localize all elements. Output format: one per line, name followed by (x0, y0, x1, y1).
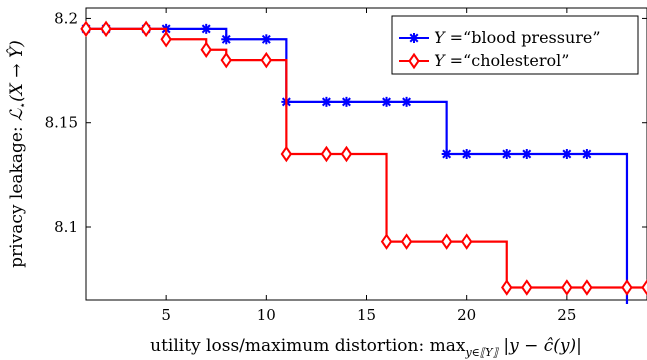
x-tick-label: 5 (161, 306, 171, 324)
data-point-blood-pressure (462, 149, 472, 159)
x-tick-label: 15 (357, 306, 376, 324)
data-point-blood-pressure (341, 97, 351, 107)
data-point-blood-pressure (442, 149, 452, 159)
x-axis-label: utility loss/maximum distortion: maxy∈⟦Y… (150, 336, 582, 359)
legend-label-cholesterol: Y =“cholesterol” (434, 51, 569, 70)
x-tick-label: 20 (457, 306, 476, 324)
y-tick-label: 8.15 (45, 114, 78, 132)
legend: Y =“blood pressure” Y =“cholesterol” (392, 16, 638, 74)
legend-marker-glyph-blood-pressure (409, 33, 419, 43)
legend-marker-blood-pressure (409, 33, 419, 43)
data-point-blood-pressure (321, 97, 331, 107)
data-point-blood-pressure (402, 97, 412, 107)
x-tick-label: 25 (557, 306, 576, 324)
data-point-blood-pressure (201, 24, 211, 34)
data-point-blood-pressure (562, 149, 572, 159)
y-tick-label: 8.2 (54, 9, 78, 27)
data-point-blood-pressure (582, 149, 592, 159)
data-point-blood-pressure (622, 305, 632, 315)
legend-label-blood-pressure: Y =“blood pressure” (434, 28, 601, 47)
data-point-blood-pressure (221, 34, 231, 44)
data-point-blood-pressure (382, 97, 392, 107)
data-point-blood-pressure (502, 149, 512, 159)
data-point-blood-pressure (261, 34, 271, 44)
y-tick-label: 8.1 (54, 218, 78, 236)
data-point-blood-pressure (642, 305, 647, 315)
x-tick-label: 10 (257, 306, 276, 324)
data-point-blood-pressure (522, 149, 532, 159)
y-axis-label: privacy leakage: ℒ⋆(X → Ŷ) (6, 40, 29, 268)
